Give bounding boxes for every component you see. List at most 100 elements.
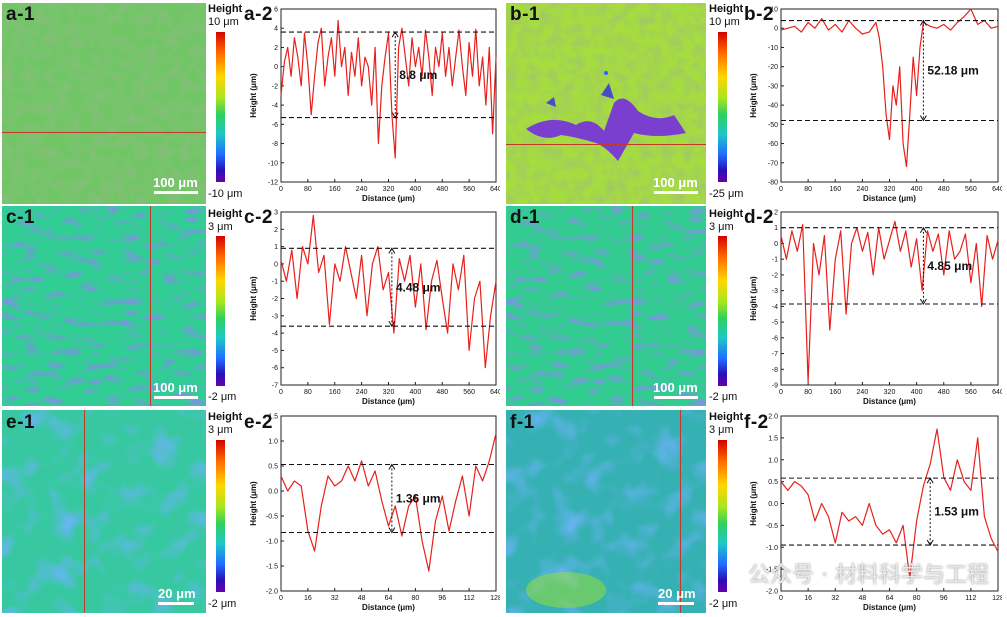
y-tick-label: -20 [768, 64, 778, 71]
y-tick-label: -8 [272, 141, 278, 148]
x-tick-label: 560 [463, 186, 475, 193]
height-difference-label: 8.8 μm [399, 68, 437, 82]
y-tick-label: -2 [272, 296, 278, 303]
panel-label-c1: c-1 [6, 207, 35, 228]
x-tick-label: 400 [410, 186, 422, 193]
x-axis-label: Distance (μm) [362, 397, 415, 406]
y-tick-label: -6 [772, 335, 778, 342]
x-tick-label: 320 [383, 389, 395, 396]
x-tick-label: 240 [356, 389, 368, 396]
y-tick-label: -1.5 [766, 567, 778, 574]
colorbar-b [718, 32, 727, 182]
height-map-e: 20 μm [2, 410, 206, 613]
colorbar-d [718, 236, 727, 386]
y-tick-label: -2.0 [266, 589, 278, 596]
arrow-head-top [919, 19, 927, 26]
height-profile-line [780, 428, 999, 579]
x-tick-label: 480 [436, 186, 448, 193]
x-tick-label: 240 [857, 186, 869, 193]
arrow-head-bottom [391, 112, 399, 119]
colorbar-c-max: 3 μm [208, 221, 233, 233]
x-tick-label: 160 [829, 389, 841, 396]
y-tick-label: 10 [770, 7, 778, 14]
x-tick-label: 240 [356, 186, 368, 193]
y-tick-label: -1 [272, 279, 278, 286]
arrow-head-bottom [919, 115, 927, 122]
y-tick-label: 0 [274, 64, 278, 71]
colorbar-f-min: -2 μm [709, 598, 738, 610]
y-axis-label: Height (μm) [249, 276, 258, 321]
colorbar-e-min: -2 μm [208, 598, 237, 610]
y-tick-label: -3 [772, 288, 778, 295]
x-tick-label: 32 [831, 595, 839, 602]
x-tick-label: 48 [358, 595, 366, 602]
y-tick-label: -60 [768, 141, 778, 148]
height-difference-label: 52.18 μm [927, 64, 978, 78]
y-tick-label: -4 [272, 103, 278, 110]
y-tick-label: 1.0 [768, 457, 778, 464]
y-tick-label: -9 [772, 383, 778, 390]
plot-frame-b2 [780, 8, 999, 183]
scalebar-label-d: 100 μm [653, 380, 698, 395]
colorbar-b-min: -25 μm [709, 188, 744, 200]
profile-line-e [84, 410, 85, 613]
y-tick-label: -80 [768, 180, 778, 187]
y-tick-label: -0.5 [766, 523, 778, 530]
x-tick-label: 80 [804, 186, 812, 193]
scalebar-label-f: 20 μm [658, 586, 696, 601]
y-tick-label: -5 [272, 348, 278, 355]
x-axis-label: Distance (μm) [863, 397, 916, 406]
y-tick-label: -12 [268, 180, 278, 187]
scalebar-label-e: 20 μm [158, 586, 196, 601]
arrow-head-bottom [926, 539, 934, 547]
colorbar-f [718, 440, 727, 592]
x-tick-label: 640 [490, 389, 500, 396]
x-tick-label: 0 [279, 389, 283, 396]
height-difference-label: 4.48 μm [396, 280, 441, 294]
x-tick-label: 64 [385, 595, 393, 602]
scalebar-c [154, 396, 198, 399]
panel-label-b1: b-1 [510, 4, 540, 25]
profile-plot-c2: 0 80 160 240 320 400 480 560 640 -7 -6 -5 -4 -3 -2 -1 0 1… [249, 210, 500, 407]
profile-line-f [680, 410, 681, 613]
y-tick-label: -2 [772, 272, 778, 279]
x-tick-label: 400 [911, 389, 923, 396]
colorbar-e-max: 3 μm [208, 424, 233, 436]
arrow-head-bottom [919, 298, 927, 305]
x-tick-label: 320 [884, 389, 896, 396]
height-map-d: 100 μm [506, 206, 706, 406]
x-tick-label: 160 [329, 186, 341, 193]
y-tick-label: -0.5 [266, 514, 278, 521]
profile-line-d [632, 206, 633, 406]
height-map-a: 100 μm [2, 3, 206, 204]
y-tick-label: 4 [274, 26, 278, 33]
x-tick-label: 480 [436, 389, 448, 396]
profile-plot-d2: 0 80 160 240 320 400 480 560 640 -9 -8 -7 -6 -5 -4 -3 -2… [749, 210, 1002, 407]
x-tick-label: 400 [911, 186, 923, 193]
plot-frame-c2 [280, 211, 497, 386]
y-tick-label: -10 [768, 45, 778, 52]
colorbar-f-max: 3 μm [709, 424, 734, 436]
y-axis-label: Height (μm) [749, 481, 758, 526]
x-tick-label: 640 [992, 186, 1002, 193]
x-tick-label: 640 [490, 186, 500, 193]
x-tick-label: 0 [279, 595, 283, 602]
colorbar-d-max: 3 μm [709, 221, 734, 233]
arrow-head-top [388, 463, 396, 470]
plot-frame-e2 [280, 415, 497, 592]
scalebar-e [158, 602, 194, 605]
y-axis-label: Height (μm) [749, 276, 758, 321]
x-tick-label: 80 [804, 389, 812, 396]
y-tick-label: -6 [272, 365, 278, 372]
colorbar-c-title: Height [208, 208, 243, 220]
x-tick-label: 0 [779, 389, 783, 396]
colorbar-b-max: 10 μm [709, 16, 740, 28]
panel-label-d1: d-1 [510, 207, 540, 228]
x-tick-label: 480 [938, 389, 950, 396]
x-tick-label: 80 [411, 595, 419, 602]
x-tick-label: 80 [304, 186, 312, 193]
panel-label-c2: c-2 [244, 207, 273, 228]
x-tick-label: 80 [304, 389, 312, 396]
scalebar-a [154, 191, 198, 194]
scalebar-label-a: 100 μm [153, 175, 198, 190]
